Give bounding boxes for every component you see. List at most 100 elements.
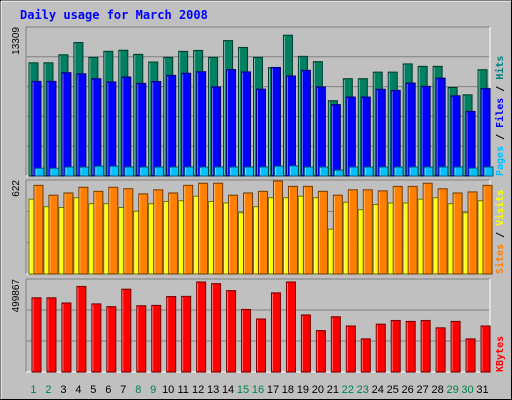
day-label-4: 4: [75, 384, 81, 396]
bar-sites-day-25: [392, 185, 403, 275]
day-label-30: 30: [461, 384, 473, 396]
bar-kbytes-day-5: [91, 303, 102, 373]
bar-kbytes-day-21: [330, 316, 341, 373]
visits-panel-legend: Sites / Visits: [494, 190, 506, 274]
bar-sites-day-14: [228, 194, 239, 275]
bar-kbytes-day-10: [166, 296, 177, 373]
bar-sites-day-20: [317, 190, 328, 275]
bar-sites-day-8: [138, 193, 149, 275]
bar-sites-day-26: [407, 185, 418, 275]
hits-panel-max-label: 13309: [11, 27, 22, 55]
day-label-20: 20: [312, 384, 324, 396]
bar-sites-day-23: [362, 189, 373, 275]
legend-entry: /: [495, 80, 506, 98]
day-label-21: 21: [327, 384, 339, 396]
bar-sites-day-10: [168, 192, 179, 275]
kbytes-panel: 499867 KBytes: [11, 278, 506, 373]
day-label-13: 13: [207, 384, 219, 396]
bar-kbytes-day-19: [300, 314, 311, 373]
visits-panel: 622 Sites / Visits: [11, 179, 506, 275]
bar-kbytes-day-9: [151, 304, 162, 373]
legend-entry: Visits: [494, 190, 506, 226]
bar-sites-day-13: [213, 182, 224, 275]
legend-entry: /: [495, 226, 506, 244]
bar-pages-day-31: [483, 166, 494, 177]
legend-entry: KBytes: [495, 336, 506, 372]
bar-sites-day-9: [153, 189, 164, 275]
legend-entry: /: [495, 128, 506, 146]
kbytes-panel-max-label: 499867: [11, 279, 22, 313]
day-label-3: 3: [60, 384, 66, 396]
visits-panel-max-label: 622: [11, 180, 22, 197]
bar-kbytes-day-14: [226, 290, 237, 373]
day-label-23: 23: [357, 384, 369, 396]
legend-entry: Sites: [494, 244, 506, 274]
bar-sites-day-16: [258, 190, 269, 275]
bar-kbytes-day-1: [31, 297, 42, 373]
day-label-16: 16: [252, 384, 264, 396]
day-label-27: 27: [417, 384, 429, 396]
day-label-6: 6: [105, 384, 111, 396]
bar-sites-day-28: [437, 188, 448, 275]
bar-kbytes-day-17: [270, 292, 281, 373]
day-label-26: 26: [402, 384, 414, 396]
bar-sites-day-15: [243, 192, 254, 275]
hits-panel-legend: Pages / Files / Hits: [494, 56, 506, 176]
bar-kbytes-day-20: [315, 330, 326, 373]
day-label-19: 19: [297, 384, 309, 396]
bar-kbytes-day-6: [106, 306, 117, 373]
legend-entry: Pages: [495, 146, 506, 176]
day-label-18: 18: [282, 384, 294, 396]
bar-kbytes-day-25: [390, 319, 401, 373]
day-label-9: 9: [150, 384, 156, 396]
day-label-14: 14: [222, 384, 234, 396]
bar-kbytes-day-13: [211, 283, 222, 373]
bar-sites-day-5: [93, 190, 104, 275]
bar-kbytes-day-30: [465, 338, 476, 373]
day-label-2: 2: [45, 384, 51, 396]
bar-kbytes-day-8: [136, 305, 147, 373]
day-label-11: 11: [177, 384, 188, 396]
day-axis-labels: 1 2 3 4 5 6 7 8 9 10 11 12 13 14 15 16 17 18 19 20 21 22 23 24 2…: [30, 384, 488, 396]
bar-kbytes-day-23: [360, 338, 371, 373]
bar-kbytes-day-3: [61, 302, 72, 373]
day-label-1: 1: [30, 384, 36, 396]
bar-sites-day-18: [287, 185, 298, 275]
bar-kbytes-day-27: [420, 319, 431, 373]
bar-kbytes-day-2: [46, 297, 57, 373]
bar-sites-day-30: [467, 191, 478, 275]
day-label-5: 5: [90, 384, 96, 396]
bar-sites-day-22: [347, 189, 358, 275]
bar-kbytes-day-12: [196, 281, 207, 373]
bar-sites-day-24: [377, 190, 388, 275]
day-label-8: 8: [135, 384, 141, 396]
bar-sites-day-12: [198, 182, 209, 275]
bar-sites-day-19: [302, 185, 313, 275]
legend-entry: Hits: [494, 56, 506, 80]
day-label-15: 15: [237, 384, 249, 396]
bar-sites-day-6: [108, 186, 119, 275]
bar-sites-day-7: [123, 188, 134, 275]
bar-sites-day-29: [452, 192, 463, 275]
day-label-12: 12: [192, 384, 204, 396]
bar-kbytes-day-31: [480, 325, 491, 373]
bar-sites-day-4: [78, 186, 89, 275]
day-label-7: 7: [120, 384, 126, 396]
bar-kbytes-day-28: [435, 327, 446, 373]
day-label-25: 25: [387, 384, 399, 396]
day-label-17: 17: [267, 384, 279, 396]
bar-kbytes-day-7: [121, 288, 132, 373]
bar-sites-day-31: [482, 184, 493, 275]
bar-sites-day-17: [272, 180, 283, 275]
hits-panel: 13309 Pages / Files / Hits: [11, 26, 506, 177]
bar-kbytes-day-11: [181, 295, 192, 373]
chart-title: Daily usage for March 2008: [20, 8, 208, 22]
bar-kbytes-day-16: [256, 318, 267, 373]
bar-kbytes-day-15: [241, 308, 252, 373]
day-label-24: 24: [372, 384, 384, 396]
day-label-31: 31: [476, 384, 488, 396]
bar-kbytes-day-24: [375, 323, 386, 373]
kbytes-panel-legend: KBytes: [495, 336, 506, 372]
